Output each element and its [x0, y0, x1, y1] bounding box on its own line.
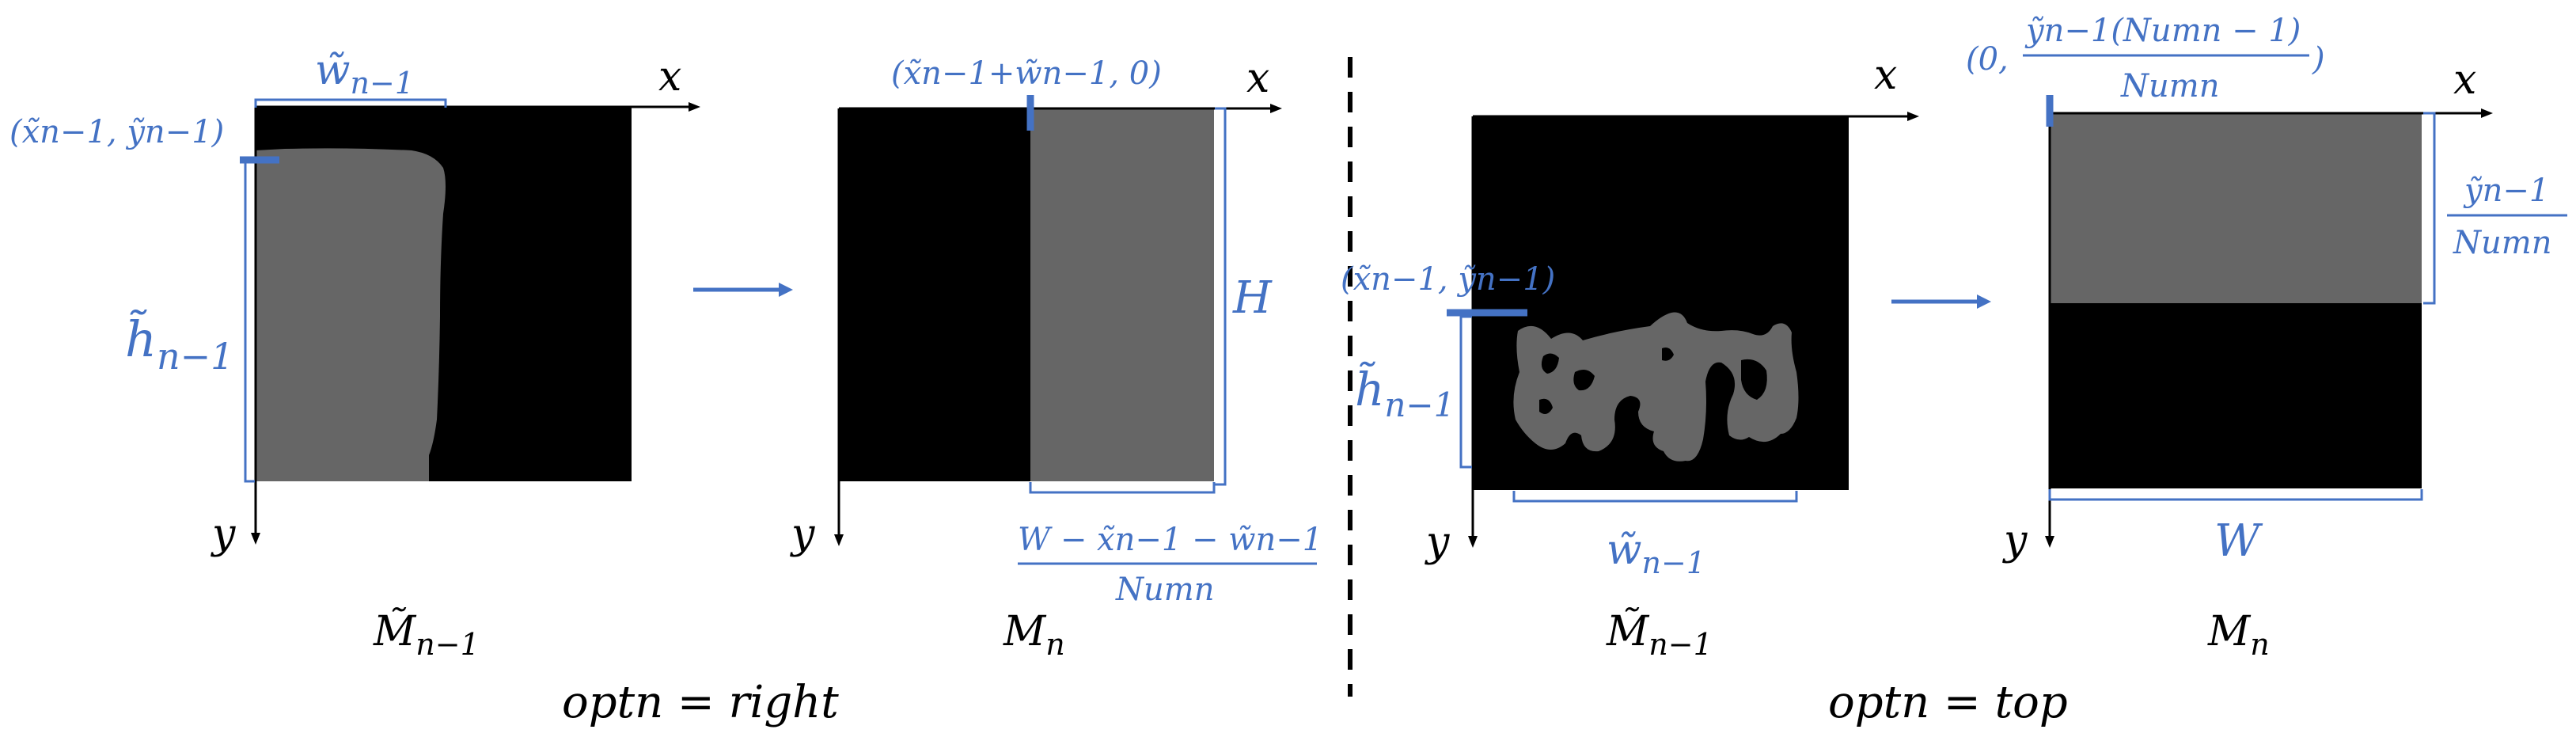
panel-1-x-arrow	[689, 102, 700, 112]
panel-1-height-label: h̃n−1	[125, 310, 233, 378]
transition-arrow-2	[1891, 294, 1991, 309]
panel-3-height-label: h̃n−1	[1355, 360, 1455, 424]
panel-1-y-arrow	[251, 533, 260, 545]
panel-4-mask-region	[2050, 113, 2422, 303]
panel-1-caption: M̃n−1	[373, 607, 480, 662]
panel-2-width-bracket	[1029, 482, 1216, 494]
panel-4-origin-numerator: ỹn−1(Numn − 1)	[2024, 13, 2301, 49]
panel-3-corner-label: (x̃n−1, ỹn−1)	[1341, 261, 1555, 298]
panel-3-x-arrow	[1907, 112, 1919, 121]
panel-2-caption: Mn	[1003, 608, 1065, 662]
panel-4-y-arrow	[2045, 536, 2054, 548]
panel-4-origin-suffix: )	[2312, 41, 2325, 78]
panel-2-x-axis-label: x	[1246, 55, 1269, 102]
panel-1-width-label: w̃n−1	[315, 47, 414, 101]
panel-4-height-bracket	[2423, 112, 2436, 305]
panel-2-y-axis-label: y	[790, 511, 815, 558]
panel-2-origin-label: (x̃n−1+w̃n−1, 0)	[891, 55, 1162, 92]
panel-4-x-arrow	[2481, 108, 2493, 118]
section-label-right: optn = top	[1828, 677, 2068, 728]
panel-4-caption: Mn	[2207, 608, 2270, 662]
panel-4-height-numerator: ỹn−1	[2463, 173, 2549, 209]
panel-2-height-label: H	[1232, 272, 1273, 324]
panel-3-width-label: w̃n−1	[1607, 526, 1705, 580]
section-label-left: optn = right	[562, 677, 839, 728]
panel-2-x-arrow	[1270, 104, 1282, 113]
panel-4-width-bracket	[2048, 489, 2423, 501]
panel-1-corner-label: (x̃n−1, ỹn−1)	[9, 114, 224, 150]
panel-2-mask-region	[1030, 108, 1214, 481]
panel-4: x y (0, ỹn−1(Numn − 1) Numn ) ỹn−1 Numn …	[1966, 13, 2567, 662]
panel-2-height-bracket	[1215, 107, 1227, 486]
panel-4-origin-prefix: (0,	[1966, 41, 2009, 78]
panel-4-x-axis-label: x	[2453, 56, 2476, 104]
panel-4-width-label: W	[2214, 515, 2263, 567]
panel-2-width-denominator: Numn	[1115, 572, 1214, 608]
panel-3-x-axis-label: x	[1874, 51, 1897, 99]
panel-4-y-axis-label: y	[2002, 517, 2028, 564]
panel-2-width-numerator: W − x̃n−1 − w̃n−1	[1018, 522, 1322, 558]
panel-3-y-axis-label: y	[1425, 519, 1450, 566]
panel-1-x-axis-label: x	[658, 53, 681, 101]
transition-arrow-1	[693, 283, 793, 297]
panel-3-width-bracket	[1512, 491, 1798, 503]
panel-3-y-arrow	[1468, 536, 1478, 548]
panel-3-height-bracket	[1459, 315, 1472, 469]
panel-1-mask-region	[256, 148, 446, 482]
panel-1-width-bracket	[254, 98, 447, 108]
panel-2-background	[839, 108, 1035, 481]
panel-3: x y (x̃n−1, ỹn−1) h̃n−1 w̃n−1 M̃n−1	[1341, 51, 1919, 662]
panel-4-background	[2050, 303, 2422, 488]
panel-2-y-arrow	[834, 534, 844, 546]
panel-1-height-bracket	[244, 161, 255, 483]
panel-2: x y (x̃n−1+w̃n−1, 0) H W − x̃n−1 − w̃n−1…	[790, 55, 1322, 662]
panel-3-mask-region	[1513, 312, 1799, 462]
panel-4-origin-denominator: Numn	[2120, 68, 2219, 104]
panel-1: x y w̃n−1 (x̃n−1, ỹn−1) h̃n−1 M̃n−1	[9, 47, 700, 662]
panel-1-y-axis-label: y	[211, 511, 236, 558]
panel-3-caption: M̃n−1	[1606, 607, 1713, 662]
panel-4-height-denominator: Numn	[2453, 225, 2551, 261]
